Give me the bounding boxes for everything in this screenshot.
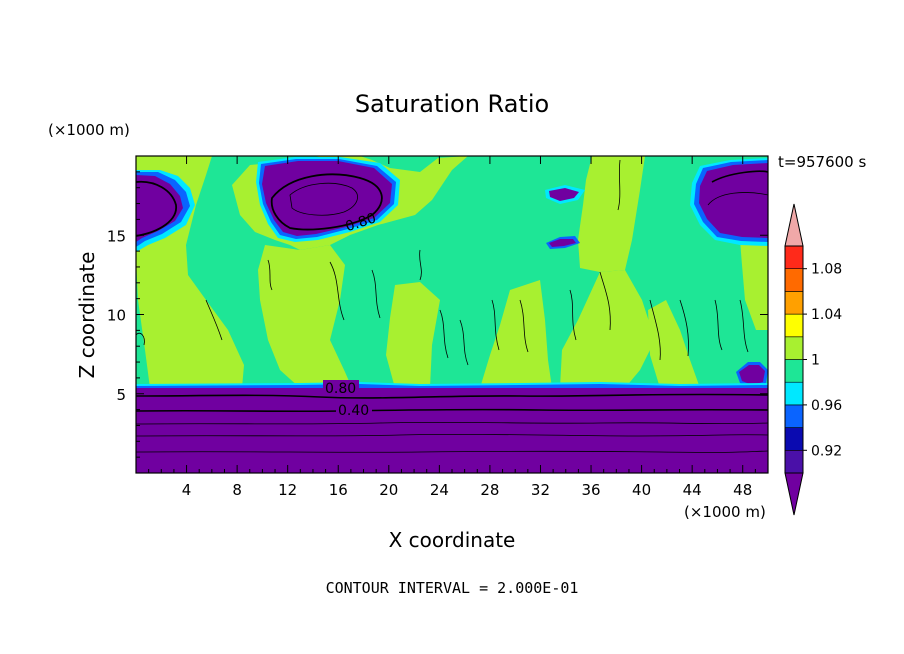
colorbar-band — [784, 449, 804, 474]
colorbar-min-arrow — [784, 472, 804, 516]
colorbar-label: 1 — [811, 353, 820, 369]
y-axis: 5 10 15 — [107, 171, 768, 458]
colorbar-band — [784, 291, 804, 315]
colorbar-band — [784, 381, 804, 406]
x-tick-label: 48 — [733, 481, 752, 499]
y-tick-label: 5 — [116, 386, 126, 404]
colorbar-max-arrow — [784, 203, 804, 247]
x-tick-label: 8 — [232, 481, 242, 499]
y-tick-label: 15 — [107, 227, 126, 245]
y-unit-label: (×1000 m) — [48, 121, 130, 139]
chart-title: Saturation Ratio — [355, 90, 549, 118]
colorbar-band — [784, 245, 804, 270]
contour-interval-footer: CONTOUR INTERVAL = 2.000E-01 — [326, 579, 579, 597]
x-tick-label: 20 — [379, 481, 398, 499]
colorbar-label: 0.92 — [811, 443, 842, 459]
x-tick-label: 36 — [581, 481, 600, 499]
time-label: t=957600 s — [778, 153, 866, 171]
colorbar-band — [784, 336, 804, 360]
x-tick-label: 28 — [480, 481, 499, 499]
x-tick-label: 24 — [430, 481, 449, 499]
colorbar-band — [784, 313, 804, 338]
x-tick-label: 44 — [683, 481, 702, 499]
dry-patch-upper-left — [136, 170, 195, 252]
colorbar-label: 1.08 — [811, 262, 842, 278]
x-tick-label: 12 — [278, 481, 297, 499]
x-tick-label: 4 — [182, 481, 192, 499]
x-axis-title: X coordinate — [389, 528, 516, 552]
dry-wisps — [545, 185, 768, 388]
dry-patch-upper-right — [690, 158, 768, 246]
contour-label-0-40: 0.40 — [338, 403, 369, 419]
colorbar-band — [784, 427, 804, 451]
x-tick-label: 32 — [531, 481, 550, 499]
x-tick-label: 16 — [329, 481, 348, 499]
colorbar-band — [784, 268, 804, 292]
lower-dry-layer — [136, 382, 768, 473]
x-unit-label: (×1000 m) — [684, 503, 766, 521]
colorbar-label: 0.96 — [811, 398, 842, 414]
x-tick-label: 40 — [632, 481, 651, 499]
contour-lines — [135, 159, 769, 453]
y-axis-title: Z coordinate — [75, 252, 99, 379]
colorbar: 0.92 0.96 1 1.04 1.08 — [784, 203, 842, 516]
y-tick-label: 10 — [107, 307, 126, 325]
colorbar-band — [784, 359, 804, 383]
contour-label-0-80-lower: 0.80 — [325, 381, 356, 397]
plot-area: 0.80 0.40 0.80 — [135, 155, 769, 474]
dry-patch-upper — [256, 157, 400, 242]
x-axis: 4 8 12 16 20 24 28 32 36 40 44 48 — [148, 156, 756, 499]
colorbar-band — [784, 404, 804, 428]
colorbar-label: 1.04 — [811, 307, 842, 323]
